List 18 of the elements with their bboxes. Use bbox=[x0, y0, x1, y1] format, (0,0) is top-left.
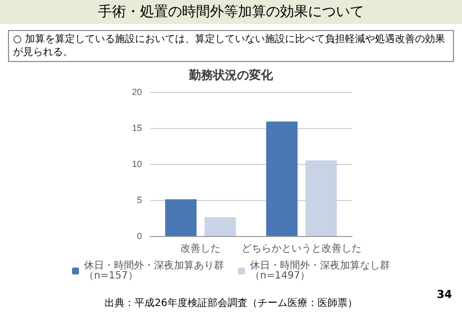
text: 34 bbox=[436, 288, 452, 301]
y-tick-label: 5 bbox=[136, 195, 142, 205]
bar bbox=[165, 199, 197, 236]
y-tick-label: 0 bbox=[136, 231, 142, 241]
x-tick-label: どちらかというと改善した bbox=[242, 242, 362, 254]
y-tick-label: 15 bbox=[132, 123, 142, 133]
text: 手術・処置の時間外等加算の効果について bbox=[0, 0, 462, 24]
chart-subtitle: ○ 加算を算定している施設においては、算定していない施設に比べて負担軽減や処遇改善の効果が見られる。 bbox=[8, 30, 454, 62]
y-tick-label: 20 bbox=[132, 87, 142, 97]
source-note: 出典：平成26年度検証部会調査（チーム医療：医師票） bbox=[104, 298, 358, 309]
x-tick-label: 改善した bbox=[180, 242, 220, 254]
y-tick-label: 10 bbox=[132, 159, 142, 169]
chart-title: 勤務状況の変化 bbox=[188, 68, 274, 82]
bar bbox=[305, 160, 337, 236]
bar bbox=[266, 122, 298, 236]
bar bbox=[204, 217, 236, 236]
legend-label: 休日・時間外・深夜加算あり群（n=157） bbox=[84, 260, 224, 282]
legend-label: 休日・時間外・深夜加算なし群（n=1497） bbox=[250, 260, 390, 282]
